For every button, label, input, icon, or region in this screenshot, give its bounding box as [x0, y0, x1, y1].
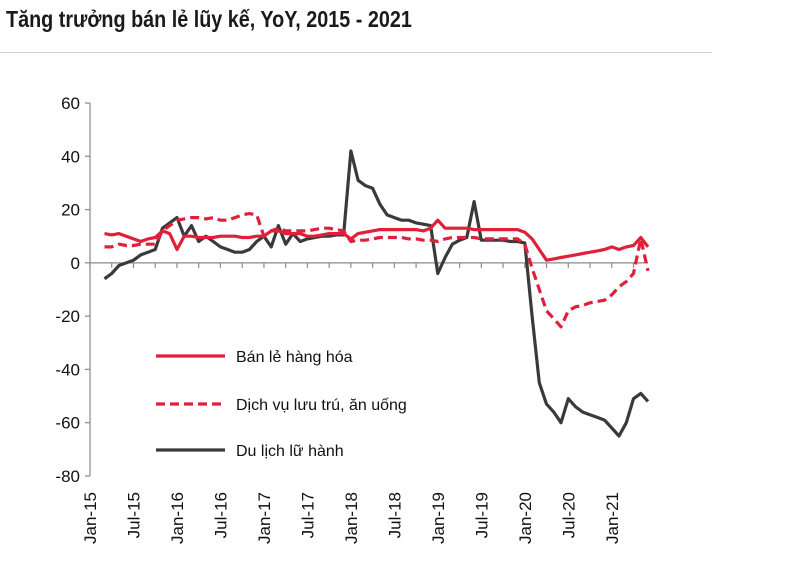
y-tick-label: 0 — [71, 254, 80, 273]
series-lines — [103, 149, 650, 438]
x-tick-label: Jan-17 — [255, 492, 274, 544]
legend-label-2: Dịch vụ lưu trú, ăn uống — [236, 397, 407, 414]
x-tick-label: Jan-20 — [516, 492, 535, 544]
y-tick-label: -40 — [55, 360, 80, 379]
x-tick-label: Jan-15 — [81, 492, 100, 544]
series-line-3 — [103, 149, 650, 438]
x-tick-label: Jan-19 — [429, 492, 448, 544]
y-tick-label: -60 — [55, 414, 80, 433]
y-tick-label: -80 — [55, 467, 80, 486]
title-divider — [0, 52, 712, 53]
x-tick-label: Jul-20 — [559, 492, 578, 538]
x-tick-label: Jul-16 — [211, 492, 230, 538]
x-tick-label: Jul-18 — [385, 492, 404, 538]
x-tick-label: Jul-17 — [298, 492, 317, 538]
x-tick-labels: Jan-15 Jul-15 Jan-16 Jul-16 Jan-17 Jul-17 Jan-… — [81, 492, 622, 544]
series-line-2 — [104, 212, 650, 329]
legend-label-3: Du lịch lữ hành — [236, 443, 344, 460]
y-tick-label: -20 — [55, 307, 80, 326]
axes — [89, 103, 648, 476]
y-tick-label: 20 — [61, 201, 80, 220]
y-tick-labels: 60 40 20 0 -20 -40 -60 -80 — [55, 94, 90, 486]
x-tick-label: Jan-18 — [342, 492, 361, 544]
y-tick-label: 60 — [61, 94, 80, 113]
x-tick-label: Jul-19 — [472, 492, 491, 538]
x-tick-label: Jan-21 — [603, 492, 622, 544]
x-tick-label: Jan-16 — [168, 492, 187, 544]
chart-title: Tăng trưởng bán lẻ lũy kế, YoY, 2015 - 2… — [6, 6, 412, 32]
x-tick-label: Jul-15 — [124, 492, 143, 538]
series-line-1 — [104, 218, 650, 262]
legend-label-1: Bán lẻ hàng hóa — [236, 349, 353, 366]
legend: Bán lẻ hàng hóa Dịch vụ lưu trú, ăn uống D… — [156, 349, 407, 460]
y-tick-label: 40 — [61, 147, 80, 166]
